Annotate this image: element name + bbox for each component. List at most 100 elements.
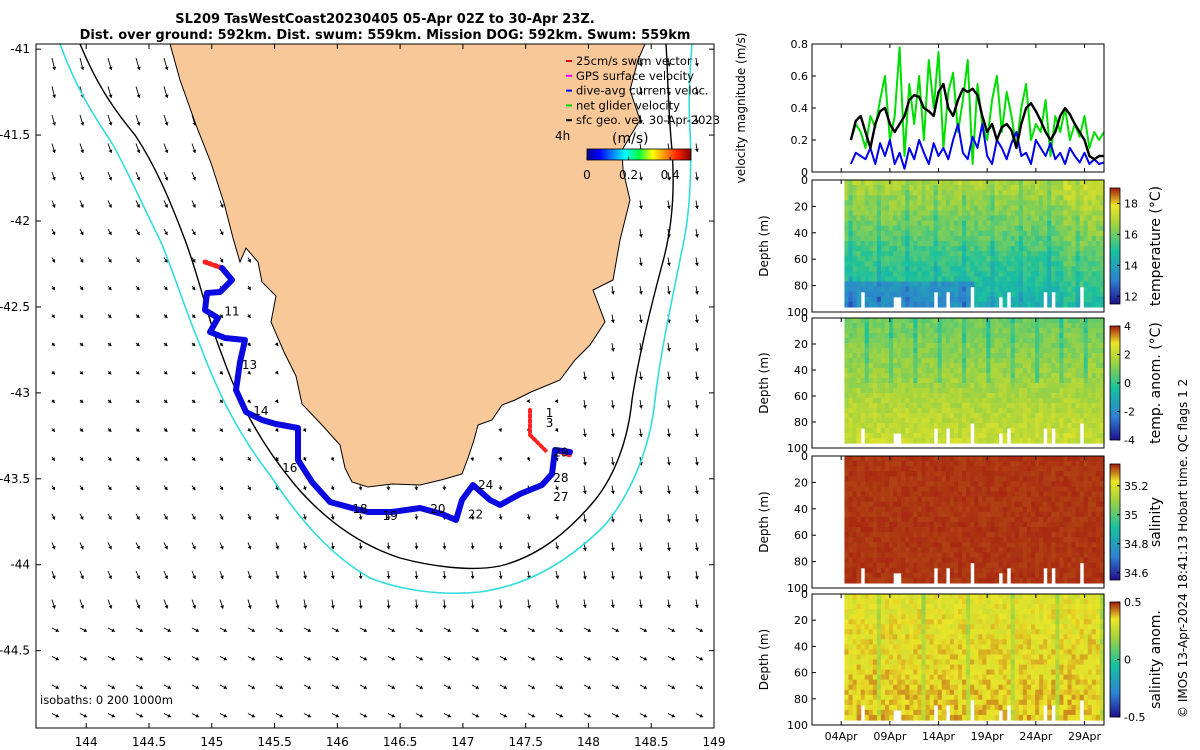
isobath-200m bbox=[79, 44, 674, 570]
section-cell bbox=[893, 511, 898, 518]
section-cell bbox=[913, 557, 919, 564]
section-cell bbox=[937, 200, 943, 206]
section-cell bbox=[1095, 230, 1101, 237]
section-cell bbox=[864, 572, 870, 579]
section-cell bbox=[848, 522, 854, 528]
section-cell bbox=[921, 185, 927, 191]
section-cell bbox=[872, 235, 878, 242]
velocity-arrow bbox=[219, 257, 224, 263]
section-cell bbox=[1006, 527, 1012, 533]
section-cell bbox=[913, 353, 919, 359]
section-cell bbox=[1047, 527, 1052, 533]
section-cell bbox=[1055, 537, 1060, 543]
section-cell bbox=[905, 567, 910, 574]
velocity-arrow bbox=[555, 656, 564, 661]
section-cell bbox=[925, 373, 931, 379]
section-cell bbox=[994, 542, 1000, 548]
section-cell bbox=[885, 291, 890, 298]
section-cell bbox=[949, 266, 955, 272]
section-cell bbox=[953, 276, 959, 283]
section-cell bbox=[1031, 363, 1036, 369]
section-cell bbox=[864, 491, 870, 498]
velocity-arrow bbox=[191, 228, 196, 236]
section-cell bbox=[970, 195, 975, 201]
section-cell bbox=[929, 261, 935, 267]
section-cell bbox=[1063, 296, 1069, 303]
section-cell bbox=[917, 240, 923, 247]
section-cell bbox=[1083, 225, 1089, 232]
section-cell bbox=[889, 552, 894, 559]
section-cell bbox=[1035, 358, 1040, 364]
section-cell bbox=[958, 383, 963, 389]
section-cell bbox=[937, 358, 943, 364]
section-cell bbox=[1010, 205, 1016, 212]
section-cell bbox=[885, 200, 890, 206]
section-cell bbox=[962, 291, 967, 298]
velocity-arrow bbox=[666, 371, 671, 380]
section-cell bbox=[933, 393, 939, 399]
section-cell bbox=[1067, 205, 1073, 212]
section-cell bbox=[1043, 481, 1048, 488]
section-cell bbox=[1039, 572, 1044, 579]
section-cell bbox=[929, 215, 935, 222]
velocity-arrow bbox=[442, 542, 447, 550]
section-cell bbox=[1039, 190, 1044, 196]
section-cell bbox=[949, 542, 955, 548]
section-cell bbox=[994, 296, 1000, 303]
section-cell bbox=[1055, 338, 1060, 344]
section-cell bbox=[1014, 368, 1020, 374]
section-cell bbox=[1087, 378, 1093, 384]
section-cell bbox=[929, 256, 935, 262]
velocity-arrow bbox=[386, 542, 391, 550]
section-cell bbox=[1083, 438, 1089, 444]
velocity-arrow bbox=[442, 570, 447, 579]
section-cell bbox=[986, 291, 992, 298]
section-cell bbox=[1014, 200, 1020, 206]
section-cell bbox=[893, 471, 898, 477]
section-cell bbox=[905, 547, 910, 554]
section-cell bbox=[953, 481, 959, 488]
section-cell bbox=[885, 220, 890, 227]
section-cell bbox=[958, 418, 963, 424]
section-cell bbox=[844, 466, 850, 472]
section-cell bbox=[1018, 358, 1024, 364]
section-cell bbox=[1026, 296, 1032, 303]
section-cell bbox=[893, 276, 898, 283]
section-cell bbox=[1039, 393, 1044, 399]
section-cell bbox=[876, 408, 882, 414]
section-cell bbox=[860, 481, 866, 488]
section-cell bbox=[1051, 281, 1056, 288]
section-cell bbox=[941, 501, 947, 508]
section-cell bbox=[1043, 378, 1048, 384]
section-cell bbox=[1059, 240, 1065, 247]
section-cell bbox=[1043, 200, 1048, 206]
section-cell bbox=[1035, 511, 1040, 518]
section-cell bbox=[893, 240, 898, 247]
section-cell bbox=[913, 542, 919, 548]
section-cell bbox=[982, 537, 987, 543]
section-cell bbox=[1079, 205, 1085, 212]
section-cell bbox=[1022, 195, 1028, 201]
section-cell bbox=[885, 246, 890, 252]
section-cell bbox=[1035, 261, 1040, 267]
velocity-arrow bbox=[219, 399, 224, 404]
section-cell bbox=[958, 491, 963, 498]
section-cell bbox=[889, 363, 894, 369]
section-cell bbox=[1026, 261, 1032, 267]
section-cell bbox=[856, 423, 862, 429]
section-cell bbox=[962, 491, 967, 498]
velocity-arrow bbox=[163, 713, 172, 718]
section-cell bbox=[982, 190, 987, 196]
section-cell bbox=[1026, 537, 1032, 543]
section-cell bbox=[1043, 562, 1048, 569]
section-cell bbox=[1022, 491, 1028, 498]
section-cell bbox=[905, 323, 910, 329]
section-cell bbox=[856, 190, 862, 196]
section-cell bbox=[876, 301, 882, 308]
velocity-arrow bbox=[666, 285, 671, 295]
section-cell bbox=[945, 256, 951, 262]
section-cell bbox=[1039, 281, 1044, 288]
section-cell bbox=[970, 408, 975, 414]
velocity-arrow bbox=[302, 513, 307, 520]
section-cell bbox=[913, 471, 919, 477]
